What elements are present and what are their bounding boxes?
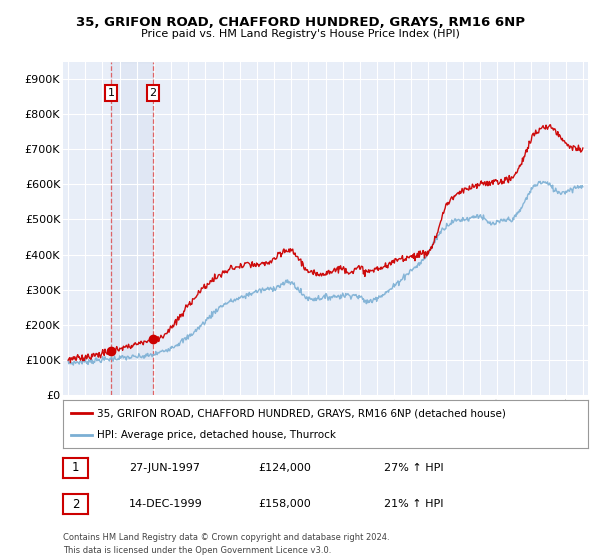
Text: 2: 2 <box>149 88 157 98</box>
Text: Contains HM Land Registry data © Crown copyright and database right 2024.: Contains HM Land Registry data © Crown c… <box>63 533 389 542</box>
Text: HPI: Average price, detached house, Thurrock: HPI: Average price, detached house, Thur… <box>97 430 336 440</box>
Text: 14-DEC-1999: 14-DEC-1999 <box>129 499 203 509</box>
Bar <box>111 62 153 395</box>
Text: Price paid vs. HM Land Registry's House Price Index (HPI): Price paid vs. HM Land Registry's House … <box>140 29 460 39</box>
Text: 27-JUN-1997: 27-JUN-1997 <box>129 463 200 473</box>
Text: 35, GRIFON ROAD, CHAFFORD HUNDRED, GRAYS, RM16 6NP: 35, GRIFON ROAD, CHAFFORD HUNDRED, GRAYS… <box>76 16 524 29</box>
Text: 1: 1 <box>107 88 115 98</box>
Text: 1: 1 <box>72 461 79 474</box>
Text: 21% ↑ HPI: 21% ↑ HPI <box>384 499 443 509</box>
Text: £158,000: £158,000 <box>258 499 311 509</box>
Text: This data is licensed under the Open Government Licence v3.0.: This data is licensed under the Open Gov… <box>63 546 331 555</box>
Text: £124,000: £124,000 <box>258 463 311 473</box>
Text: 2: 2 <box>72 497 79 511</box>
Text: 35, GRIFON ROAD, CHAFFORD HUNDRED, GRAYS, RM16 6NP (detached house): 35, GRIFON ROAD, CHAFFORD HUNDRED, GRAYS… <box>97 408 506 418</box>
Text: 27% ↑ HPI: 27% ↑ HPI <box>384 463 443 473</box>
